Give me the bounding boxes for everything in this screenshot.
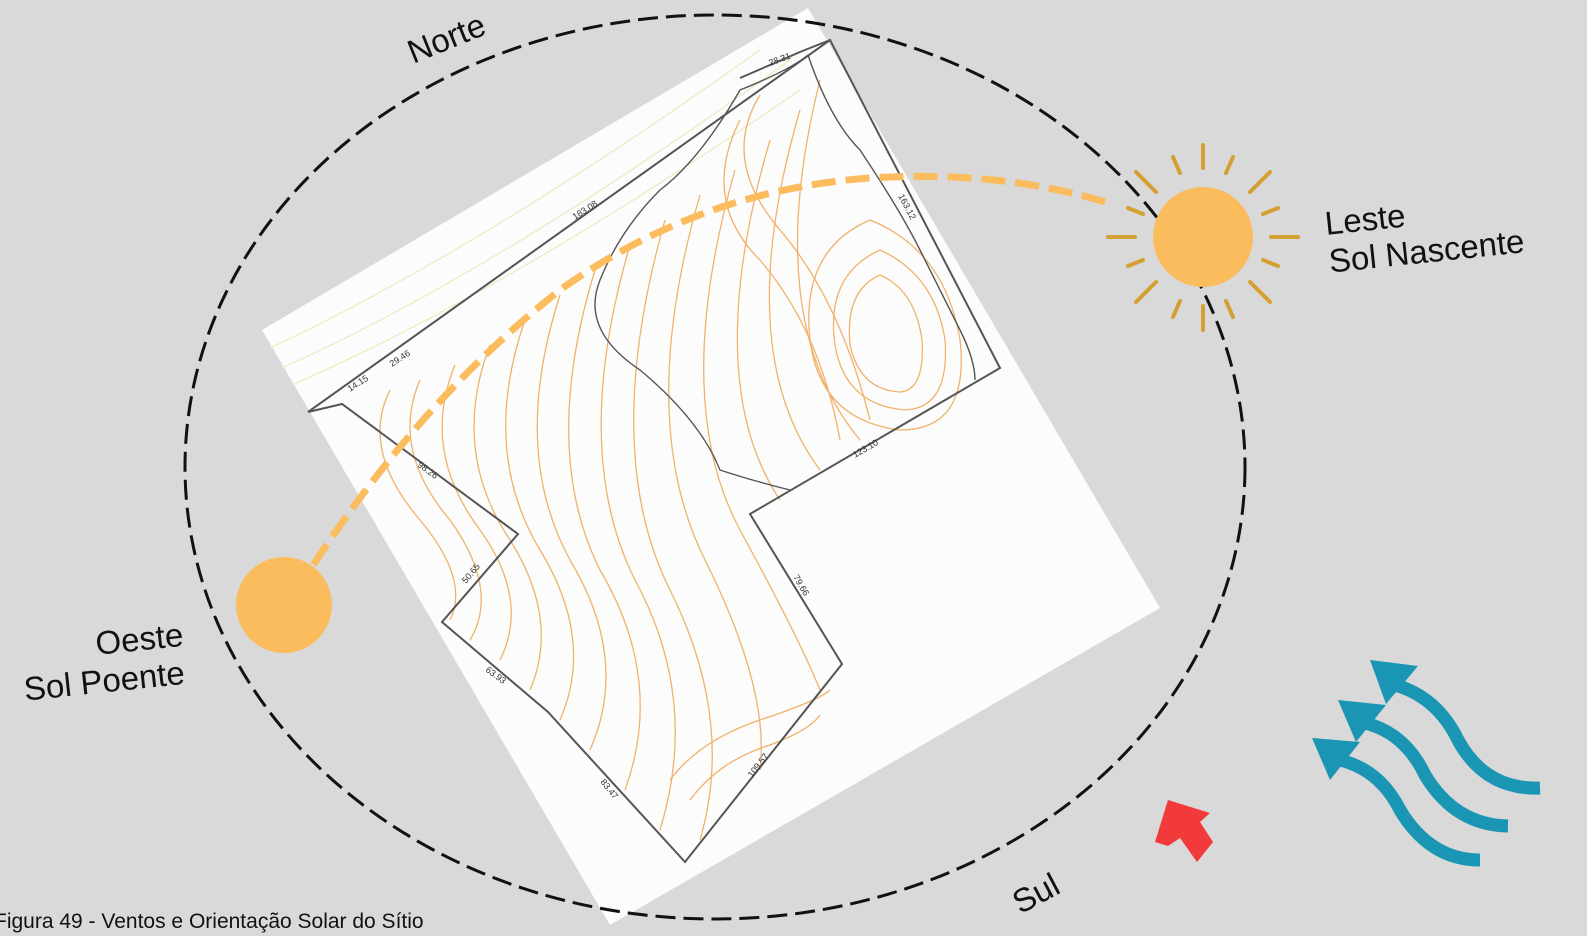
orientation-ellipse [183,13,1247,921]
site-plan-sheet [262,8,1160,925]
sun-path [307,172,1107,572]
north-arrow-icon [1155,800,1213,862]
sun-setting-icon [236,557,332,653]
contour-lines [379,79,962,841]
wind-icon [1312,660,1541,867]
sun-rising-icon [1106,143,1300,332]
terrain-boundary-line [594,54,976,491]
property-boundary [307,38,1002,864]
road-lines [269,49,801,386]
figure-caption: Figura 49 - Ventos e Orientação Solar do… [0,910,424,933]
